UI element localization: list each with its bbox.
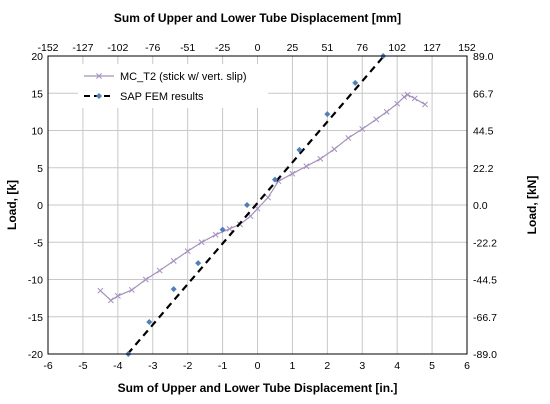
data-point-mc-t2 (184, 248, 191, 255)
right-tick-label: 89.0 (473, 51, 494, 63)
data-point-mc-t2 (411, 95, 418, 102)
data-point-mc-t2 (142, 276, 149, 283)
data-point-mc-t2 (359, 126, 366, 132)
series-layer (97, 53, 429, 357)
data-point-sap-fem (170, 286, 177, 293)
x-tick-label: 4 (394, 360, 400, 372)
right-tick-label: 0.0 (473, 200, 488, 212)
x-tick-label: 3 (359, 360, 365, 372)
y-tick-label: -15 (28, 312, 43, 324)
x-tick-label: 6 (464, 360, 470, 372)
x-tick-label: 1 (289, 360, 295, 372)
top-tick-label: -51 (180, 42, 195, 54)
x-tick-label: -1 (218, 360, 227, 372)
left-tick-labels: -20 -15 -10 -5 0 5 10 15 20 (28, 51, 43, 361)
y-tick-label: 10 (31, 126, 43, 138)
data-point-mc-t2 (373, 116, 380, 123)
right-tick-label: 22.2 (473, 163, 494, 175)
data-point-mc-t2 (265, 194, 271, 201)
top-axis-title: Sum of Upper and Lower Tube Displacement… (114, 11, 401, 25)
top-tick-label: 51 (321, 42, 333, 54)
x-tick-label: -6 (43, 360, 52, 372)
x-tick-label: -5 (78, 360, 87, 372)
data-point-mc-t2 (331, 146, 338, 153)
y-tick-label: -5 (34, 237, 43, 249)
data-point-mc-t2 (422, 101, 429, 108)
x-tick-label: -2 (183, 360, 192, 372)
top-tick-label: -25 (215, 42, 230, 54)
bottom-tick-labels: -6 -5 -4 -3 -2 -1 0 1 2 3 4 5 6 (43, 360, 470, 372)
data-point-mc-t2 (156, 267, 163, 274)
top-tick-label: 25 (287, 42, 299, 54)
top-tick-label: -152 (37, 42, 58, 54)
data-point-mc-t2 (289, 170, 296, 177)
data-point-mc-t2 (198, 239, 205, 246)
y-tick-label: 15 (31, 88, 43, 100)
data-point-mc-t2 (394, 100, 401, 107)
data-point-mc-t2 (97, 287, 104, 294)
right-tick-label: -22.2 (473, 237, 497, 249)
right-axis-title: Load, [kN] (525, 176, 539, 235)
legend-background (78, 64, 268, 108)
legend: MC_T2 (stick w/ vert. slip) SAP FEM resu… (78, 64, 268, 108)
right-tick-labels: -89.0 -66.7 -44.5 -22.2 0.0 22.2 44.5 66.7 89.0 (473, 51, 497, 361)
y-axis-title: Load, [k] (5, 180, 19, 230)
top-tick-label: 0 (255, 42, 261, 54)
x-tick-label: 2 (324, 360, 330, 372)
x-tick-label: 0 (255, 360, 261, 372)
x-tick-label: 5 (429, 360, 435, 372)
y-tick-label: 20 (31, 51, 43, 63)
y-tick-label: -20 (28, 349, 43, 361)
top-tick-label: -127 (72, 42, 93, 54)
y-tick-label: 5 (37, 163, 43, 175)
data-point-sap-fem (219, 226, 226, 233)
top-tick-label: 102 (388, 42, 406, 54)
data-point-mc-t2 (345, 134, 352, 141)
right-tick-label: 66.7 (473, 88, 494, 100)
series-line-sap-fem (126, 55, 385, 355)
data-point-mc-t2 (401, 94, 408, 100)
data-point-sap-fem (195, 260, 202, 267)
data-point-mc-t2 (303, 163, 310, 170)
plot-frame (47, 55, 468, 355)
x-tick-label: -3 (148, 360, 157, 372)
data-point-sap-fem (146, 318, 153, 325)
right-tick-label: 44.5 (473, 126, 494, 138)
x-axis-title: Sum of Upper and Lower Tube Displacement… (118, 381, 398, 395)
x-tick-label: -4 (113, 360, 122, 372)
top-tick-label: -102 (107, 42, 128, 54)
legend-label-mc-t2: MC_T2 (stick w/ vert. slip) (120, 71, 247, 83)
legend-marker-sap-fem (96, 93, 102, 99)
top-tick-label: 127 (423, 42, 441, 54)
right-tick-label: -66.7 (473, 312, 497, 324)
top-tick-label: 152 (458, 42, 476, 54)
data-point-mc-t2 (114, 292, 121, 299)
data-point-mc-t2 (107, 297, 114, 304)
data-point-sap-fem (271, 176, 278, 183)
data-point-mc-t2 (254, 205, 261, 212)
right-tick-label: -89.0 (473, 349, 497, 361)
data-point-sap-fem (352, 79, 359, 86)
data-point-sap-fem (296, 146, 303, 153)
top-tick-label: -76 (145, 42, 160, 54)
right-tick-label: -44.5 (473, 275, 497, 287)
data-point-mc-t2 (226, 225, 233, 232)
legend-label-sap-fem: SAP FEM results (120, 91, 204, 103)
y-tick-label: -10 (28, 275, 43, 287)
legend-marker-mc-t2 (96, 73, 102, 79)
data-point-mc-t2 (128, 286, 135, 293)
data-point-mc-t2 (317, 155, 324, 162)
data-point-sap-fem (244, 202, 251, 208)
data-point-sap-fem (324, 111, 331, 118)
y-tick-label: 0 (37, 200, 43, 212)
data-point-mc-t2 (212, 231, 219, 238)
top-tick-label: 76 (356, 42, 368, 54)
data-point-mc-t2 (383, 108, 390, 115)
top-tick-labels: -152 -127 -102 -76 -51 -25 0 25 51 76 102 127 152 (37, 42, 475, 54)
data-point-mc-t2 (170, 257, 177, 264)
data-point-mc-t2 (404, 91, 411, 98)
